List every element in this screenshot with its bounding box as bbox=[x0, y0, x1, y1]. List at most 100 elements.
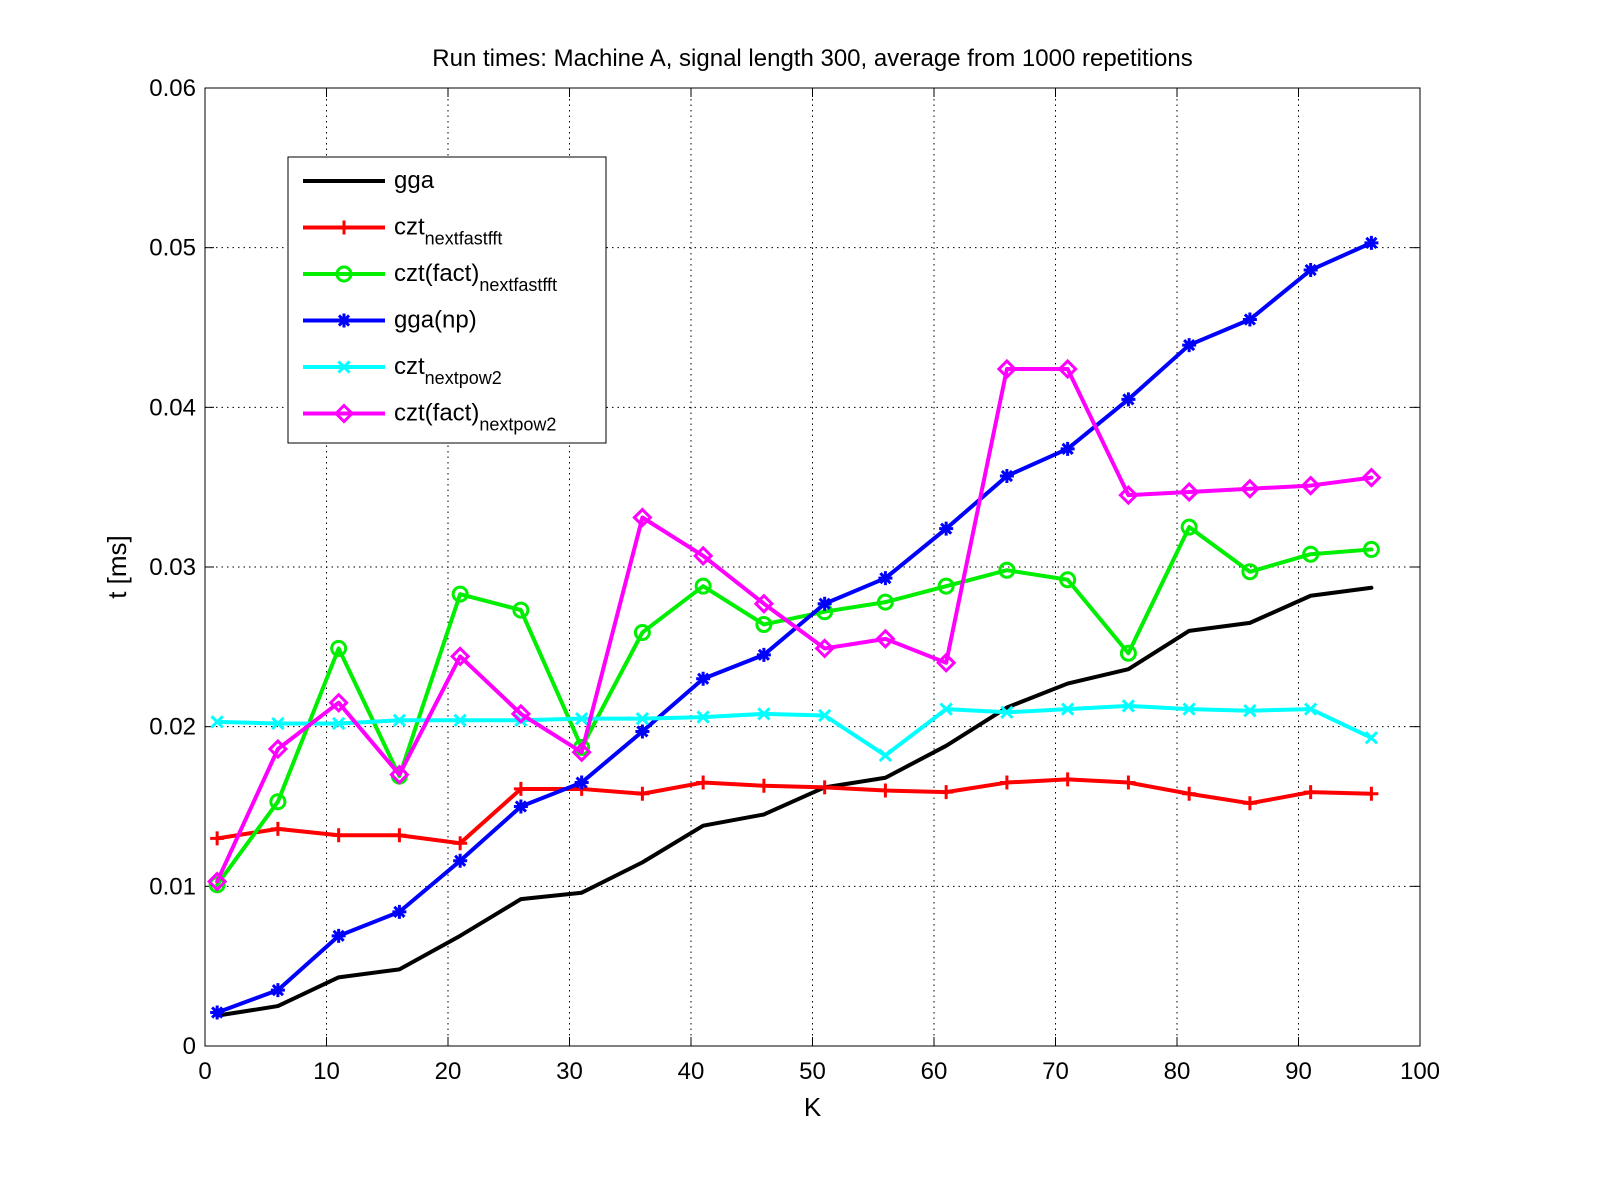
data-point bbox=[1057, 358, 1078, 380]
data-point bbox=[996, 358, 1018, 380]
data-point bbox=[999, 775, 1014, 790]
data-point bbox=[210, 715, 224, 729]
x-tick-label: 70 bbox=[1042, 1058, 1069, 1085]
data-point bbox=[1179, 481, 1200, 503]
data-point bbox=[1364, 731, 1379, 745]
legend-item: gga bbox=[303, 167, 435, 194]
legend-label: cztnextfastfft bbox=[394, 214, 502, 249]
data-point bbox=[1241, 563, 1259, 581]
series-gga bbox=[215, 585, 1374, 1018]
x-tick-label: 90 bbox=[1285, 1058, 1312, 1085]
series-line bbox=[215, 585, 1374, 1018]
data-point bbox=[756, 778, 771, 793]
chart-title: Run times: Machine A, signal length 300,… bbox=[432, 45, 1192, 72]
data-point bbox=[574, 775, 589, 790]
data-point bbox=[271, 716, 285, 731]
series-czt-fact-nextpow2 bbox=[207, 358, 1382, 892]
data-point bbox=[392, 828, 407, 843]
x-tick-label: 10 bbox=[313, 1058, 340, 1085]
legend-label-subscript: nextfastfft bbox=[425, 229, 503, 249]
data-point bbox=[696, 775, 711, 790]
data-point bbox=[210, 1005, 225, 1020]
x-tick-label: 30 bbox=[556, 1058, 583, 1085]
y-tick-label: 0.06 bbox=[149, 75, 196, 102]
data-point bbox=[1364, 786, 1379, 801]
data-point bbox=[574, 712, 589, 726]
data-point bbox=[878, 571, 893, 586]
data-point bbox=[1118, 485, 1139, 506]
data-point bbox=[1180, 518, 1198, 536]
data-point bbox=[331, 928, 346, 943]
data-point bbox=[817, 596, 832, 611]
legend-label: gga(np) bbox=[394, 307, 477, 334]
legend-swatch-marker bbox=[335, 265, 353, 283]
data-point bbox=[693, 545, 714, 566]
data-point bbox=[1060, 772, 1075, 787]
x-axis-title: K bbox=[804, 1092, 822, 1122]
data-point bbox=[571, 742, 592, 763]
legend-item: cztnextfastfft bbox=[303, 214, 502, 249]
series-czt-nextpow2 bbox=[210, 699, 1379, 763]
data-point bbox=[694, 577, 712, 595]
data-point bbox=[1242, 312, 1257, 327]
data-point bbox=[999, 468, 1014, 483]
series-line bbox=[215, 240, 1374, 1015]
data-point bbox=[1121, 699, 1136, 713]
data-point bbox=[757, 707, 771, 721]
data-point bbox=[635, 724, 650, 739]
data-point bbox=[1060, 441, 1075, 456]
data-point bbox=[270, 821, 285, 836]
data-point bbox=[450, 646, 471, 667]
data-point bbox=[814, 638, 835, 659]
legend-label-main: gga(np) bbox=[394, 307, 477, 334]
legend-label-main: czt bbox=[394, 214, 425, 241]
data-point bbox=[937, 577, 955, 595]
y-tick-label: 0.02 bbox=[149, 714, 196, 741]
data-point bbox=[453, 853, 468, 868]
series-czt-nextfastfft bbox=[210, 772, 1379, 851]
data-point bbox=[330, 639, 348, 657]
data-point bbox=[1121, 775, 1136, 790]
data-point bbox=[817, 780, 832, 795]
series-line bbox=[215, 367, 1374, 884]
axes: 0 10 20 30 40 50 60 70 80 90 100 0 0.01 0.02 0.03 0.04 0… bbox=[149, 75, 1440, 1085]
data-point bbox=[210, 831, 225, 846]
legend: gga cztnextfastfft czt(fact)nextfastfft gga… bbox=[287, 156, 607, 444]
data-point bbox=[696, 671, 711, 686]
legend-item: czt(fact)nextfastfft bbox=[303, 260, 557, 295]
data-point bbox=[1242, 796, 1257, 811]
data-point bbox=[453, 713, 467, 727]
data-point bbox=[633, 623, 651, 641]
data-point bbox=[876, 593, 894, 611]
x-tick-label: 60 bbox=[921, 1058, 948, 1085]
x-tick-label: 80 bbox=[1164, 1058, 1191, 1085]
x-tick-label: 20 bbox=[435, 1058, 462, 1085]
data-point bbox=[635, 786, 650, 801]
data-point bbox=[392, 904, 407, 919]
y-tick-label: 0.04 bbox=[149, 394, 196, 421]
legend-label: cztnextpow2 bbox=[394, 353, 502, 388]
data-point bbox=[998, 561, 1016, 579]
legend-swatch-marker bbox=[337, 313, 351, 328]
y-tick-label: 0.01 bbox=[149, 873, 196, 900]
legend-item: czt(fact)nextpow2 bbox=[303, 400, 556, 435]
data-point bbox=[510, 703, 532, 725]
legend-swatch-marker bbox=[333, 403, 355, 424]
data-point bbox=[1059, 571, 1077, 589]
data-point bbox=[878, 748, 893, 763]
legend-label: czt(fact)nextpow2 bbox=[394, 400, 556, 435]
series-line bbox=[215, 525, 1374, 887]
x-tick-label: 40 bbox=[678, 1058, 705, 1085]
data-point bbox=[635, 712, 650, 726]
data-point bbox=[696, 710, 710, 724]
series-group bbox=[207, 235, 1382, 1020]
legend-item: cztnextpow2 bbox=[303, 353, 502, 388]
data-point bbox=[1119, 644, 1137, 662]
data-point bbox=[1361, 467, 1382, 488]
data-point bbox=[1000, 705, 1014, 719]
legend-label: czt(fact)nextfastfft bbox=[394, 260, 557, 295]
data-point bbox=[328, 692, 349, 713]
data-point bbox=[1182, 338, 1197, 353]
data-point bbox=[1303, 263, 1318, 278]
